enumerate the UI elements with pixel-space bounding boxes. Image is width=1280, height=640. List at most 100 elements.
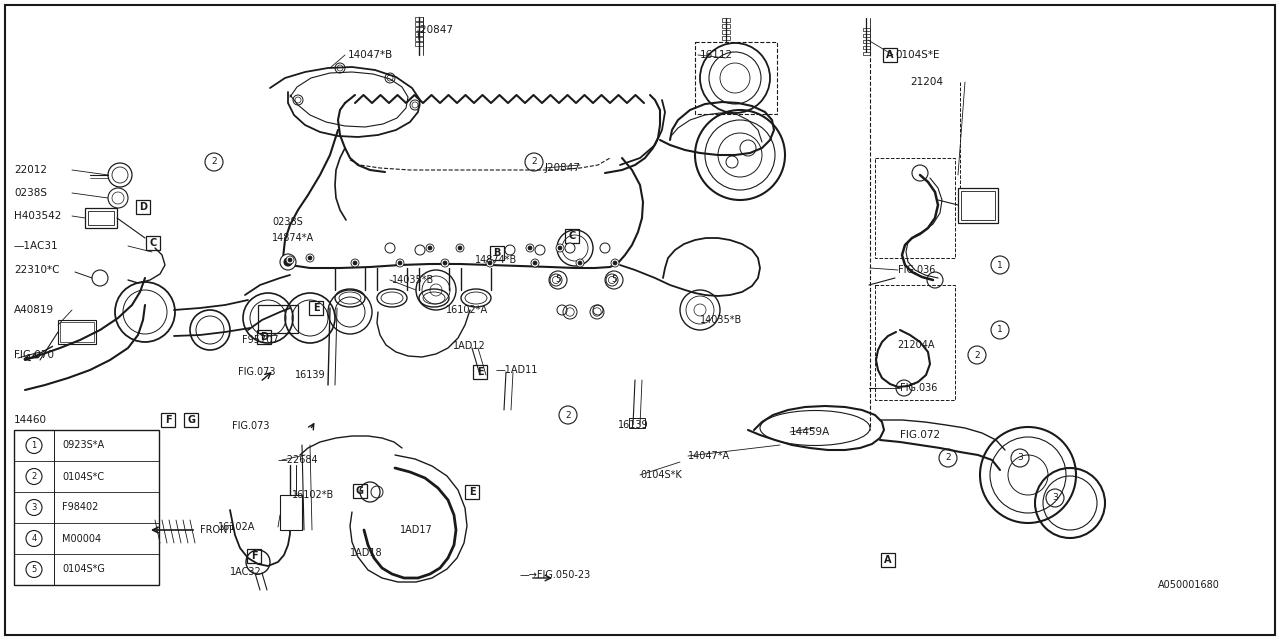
Bar — [722, 30, 730, 34]
Bar — [863, 34, 870, 37]
Circle shape — [1046, 489, 1064, 507]
Text: 1AC32: 1AC32 — [230, 567, 261, 577]
Circle shape — [525, 153, 543, 171]
Text: 1AD17: 1AD17 — [399, 525, 433, 535]
Circle shape — [353, 261, 357, 265]
Circle shape — [398, 261, 402, 265]
Bar — [722, 36, 730, 40]
Circle shape — [385, 243, 396, 253]
Text: H403542: H403542 — [14, 211, 61, 221]
Bar — [863, 28, 870, 31]
Text: 14874*A: 14874*A — [273, 233, 314, 243]
Circle shape — [306, 254, 314, 262]
Circle shape — [308, 256, 312, 260]
Circle shape — [506, 245, 515, 255]
Text: C: C — [150, 238, 156, 248]
Bar — [308, 301, 323, 315]
Text: FIG.073: FIG.073 — [232, 421, 270, 431]
Text: 3: 3 — [1052, 493, 1057, 502]
Text: A40819: A40819 — [14, 305, 54, 315]
Bar — [883, 48, 897, 62]
Circle shape — [940, 449, 957, 467]
Circle shape — [529, 246, 532, 250]
Text: 16102*A: 16102*A — [445, 305, 488, 315]
Text: 16139: 16139 — [618, 420, 649, 430]
Text: FIG.036: FIG.036 — [899, 265, 936, 275]
Bar — [490, 246, 504, 260]
Text: E: E — [312, 303, 319, 313]
Text: 2: 2 — [531, 157, 536, 166]
Text: 2: 2 — [32, 472, 37, 481]
Text: FRONT: FRONT — [200, 525, 233, 535]
Circle shape — [205, 153, 223, 171]
Text: FIG.036: FIG.036 — [900, 383, 937, 393]
Circle shape — [1011, 449, 1029, 467]
Circle shape — [288, 258, 292, 262]
Circle shape — [605, 271, 623, 289]
Bar — [961, 191, 995, 220]
Circle shape — [428, 246, 433, 250]
Circle shape — [486, 259, 494, 267]
Circle shape — [280, 254, 296, 270]
Text: D: D — [140, 202, 147, 212]
Text: 14047*B: 14047*B — [348, 50, 393, 60]
Bar — [259, 305, 298, 333]
Circle shape — [532, 261, 538, 265]
Text: 2: 2 — [974, 351, 979, 360]
Text: 5: 5 — [611, 275, 617, 285]
Text: 1: 1 — [32, 441, 37, 450]
Bar — [415, 37, 422, 41]
Text: —→FIG.050-23: —→FIG.050-23 — [520, 570, 591, 580]
Text: 14047*A: 14047*A — [689, 451, 730, 461]
Circle shape — [968, 346, 986, 364]
Text: 4: 4 — [32, 534, 37, 543]
Circle shape — [593, 305, 603, 315]
Bar — [957, 188, 998, 223]
Circle shape — [611, 259, 620, 267]
Text: FIG.070: FIG.070 — [14, 350, 54, 360]
Text: A: A — [884, 555, 892, 565]
Bar — [184, 413, 198, 427]
Text: 1: 1 — [997, 260, 1002, 269]
Bar — [415, 42, 422, 46]
Text: J20847: J20847 — [545, 163, 581, 173]
Bar — [136, 200, 150, 214]
Bar — [465, 485, 479, 499]
Text: 16112: 16112 — [700, 50, 733, 60]
Text: 0104S*K: 0104S*K — [640, 470, 682, 480]
Bar — [88, 211, 114, 225]
Text: F98402: F98402 — [61, 502, 99, 513]
Text: E: E — [468, 487, 475, 497]
Circle shape — [558, 246, 562, 250]
Bar — [722, 24, 730, 28]
Circle shape — [991, 256, 1009, 274]
Bar — [161, 413, 175, 427]
Circle shape — [576, 259, 584, 267]
Circle shape — [600, 243, 611, 253]
Circle shape — [284, 258, 292, 266]
Bar — [146, 236, 160, 250]
Text: 5: 5 — [556, 275, 561, 285]
Text: A050001680: A050001680 — [1158, 580, 1220, 590]
Text: 3: 3 — [1018, 454, 1023, 463]
Bar — [474, 365, 486, 379]
Text: 21204A: 21204A — [897, 340, 934, 350]
Circle shape — [26, 468, 42, 484]
Text: 0104S*G: 0104S*G — [61, 564, 105, 575]
Text: F: F — [251, 551, 257, 561]
Circle shape — [426, 244, 434, 252]
Circle shape — [26, 531, 42, 547]
Text: 0923S*A: 0923S*A — [61, 440, 104, 451]
Bar — [863, 40, 870, 43]
Text: 3: 3 — [31, 503, 37, 512]
Text: 2: 2 — [945, 454, 951, 463]
Text: 16139: 16139 — [294, 370, 325, 380]
Circle shape — [443, 261, 447, 265]
Bar — [628, 418, 645, 428]
Bar — [863, 46, 870, 49]
Text: 22310*C: 22310*C — [14, 265, 59, 275]
Text: 14035*B: 14035*B — [392, 275, 434, 285]
Bar — [257, 330, 271, 344]
Text: 0104S*E: 0104S*E — [895, 50, 940, 60]
Text: 14874*B: 14874*B — [475, 255, 517, 265]
